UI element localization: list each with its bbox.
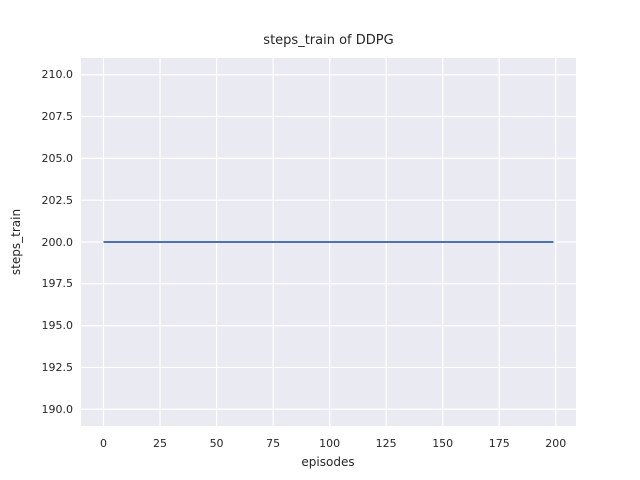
- y-tick-label: 190.0: [41, 402, 74, 416]
- y-tick-label: 202.5: [41, 193, 74, 207]
- x-axis-tick-labels: 0 25 50 75 100 125 150 175 200: [81, 437, 576, 451]
- y-tick-label: 197.5: [41, 277, 74, 291]
- plot-area: [81, 58, 576, 426]
- y-tick-label: 205.0: [41, 151, 74, 165]
- y-tick-label: 195.0: [41, 319, 74, 333]
- y-tick-label: 200.0: [41, 235, 74, 249]
- plot-canvas: [81, 58, 576, 426]
- x-tick-label: 0: [100, 437, 107, 450]
- x-tick-label: 200: [545, 437, 567, 450]
- chart-title: steps_train of DDPG: [263, 33, 394, 48]
- y-axis-title: steps_train: [9, 208, 23, 276]
- y-axis-tick-labels: 190.0 192.5 195.0 197.5 200.0 202.5 205.0 207.5…: [0, 58, 74, 426]
- x-axis-title: episodes: [301, 455, 355, 469]
- y-tick-label: 207.5: [41, 110, 74, 124]
- x-tick-label: 50: [209, 437, 224, 450]
- y-tick-label: 210.0: [41, 68, 74, 82]
- x-tick-label: 100: [319, 437, 341, 450]
- x-tick-label: 25: [153, 437, 168, 450]
- y-tick-label: 192.5: [41, 360, 74, 374]
- x-tick-label: 125: [375, 437, 397, 450]
- x-tick-label: 75: [266, 437, 281, 450]
- x-tick-label: 150: [432, 437, 454, 450]
- x-tick-label: 175: [488, 437, 510, 450]
